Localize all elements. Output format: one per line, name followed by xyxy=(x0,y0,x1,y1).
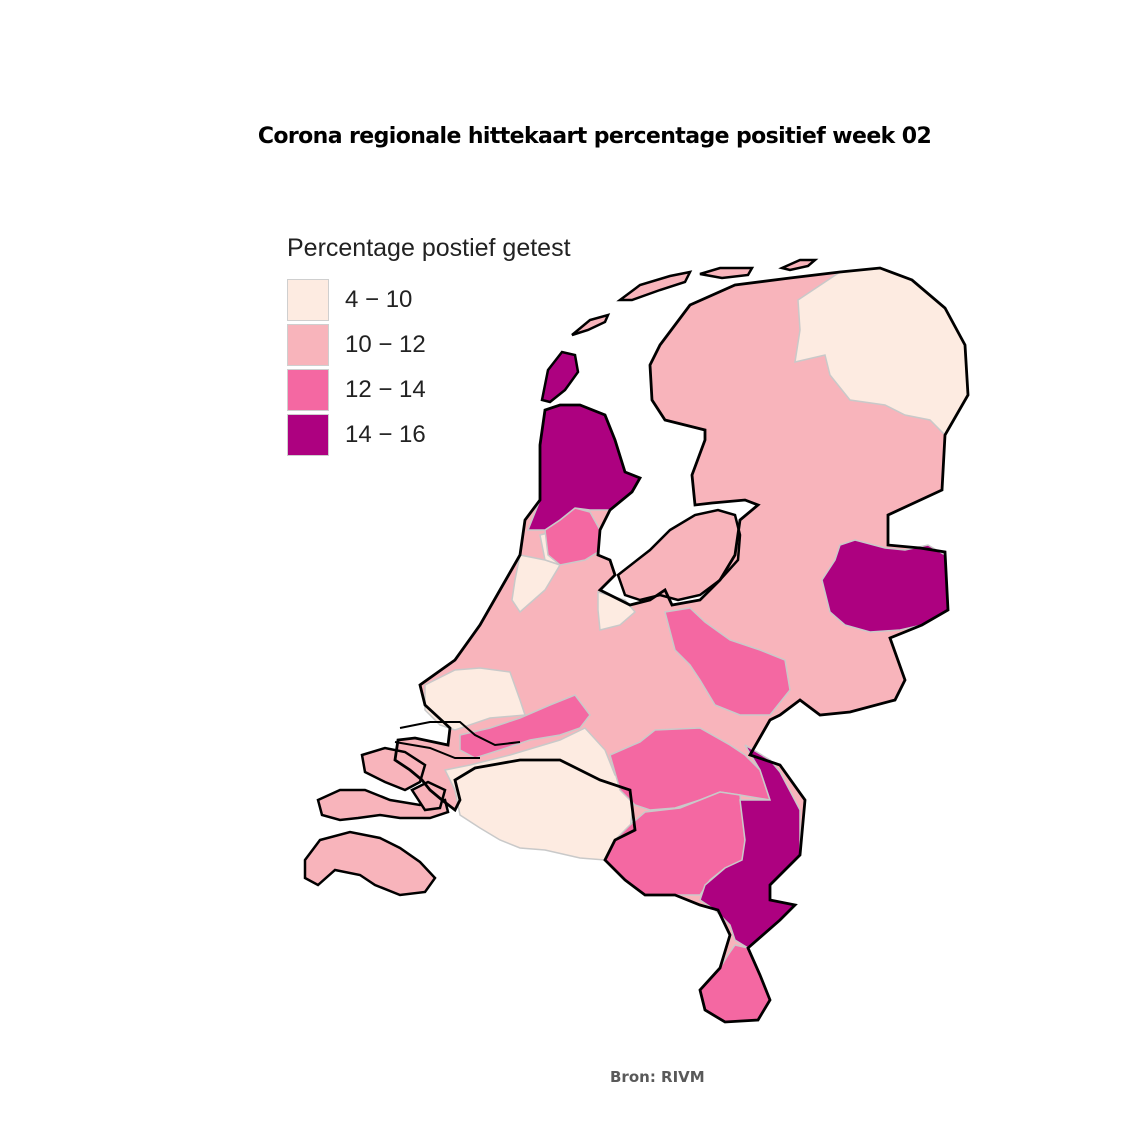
region-twente xyxy=(821,539,949,633)
river-waterway xyxy=(399,721,521,747)
legend-item: 10 − 12 xyxy=(287,322,571,367)
region-limburg-noord xyxy=(699,744,801,949)
legend-title: Percentage postief getest xyxy=(287,234,571,262)
legend-swatch xyxy=(287,278,329,321)
region-walcheren-beveland xyxy=(316,788,450,822)
wadden-islands xyxy=(540,258,819,404)
region-flevoland xyxy=(616,508,742,602)
regions xyxy=(424,267,969,1023)
legend: Percentage postief getest 4 − 10 10 − 12… xyxy=(287,234,571,457)
island-terschelling xyxy=(616,270,693,302)
flevoland xyxy=(616,508,742,602)
legend-swatch xyxy=(287,413,329,456)
legend-label: 12 − 14 xyxy=(345,375,426,403)
legend-item: 4 − 10 xyxy=(287,277,571,322)
legend-label: 4 − 10 xyxy=(345,285,413,313)
region-hart-voor-brabant xyxy=(609,727,772,811)
region-zuid-limburg xyxy=(699,944,771,1023)
island-ameland xyxy=(699,266,755,280)
region-gelderland-midden xyxy=(664,607,791,716)
island-texel xyxy=(540,350,580,404)
legend-item: 12 − 14 xyxy=(287,367,571,412)
legend-swatch xyxy=(287,323,329,366)
legend-swatch xyxy=(287,368,329,411)
zeeland xyxy=(303,746,450,897)
river-waterway-2 xyxy=(394,741,480,759)
region-haaglanden xyxy=(424,667,527,731)
source-credit: Bron: RIVM xyxy=(610,1068,705,1086)
legend-item: 14 − 16 xyxy=(287,412,571,457)
map-title: Corona regionale hittekaart percentage p… xyxy=(257,124,932,149)
island-vlieland xyxy=(571,313,611,337)
region-schouwen xyxy=(360,746,427,792)
region-zeeuws-vlaanderen xyxy=(303,830,437,897)
island-schiermonnikoog xyxy=(778,258,819,272)
legend-label: 10 − 12 xyxy=(345,330,426,358)
legend-label: 14 − 16 xyxy=(345,420,426,448)
region-zaanstreek xyxy=(511,554,562,614)
mainland-outline xyxy=(393,266,970,1024)
